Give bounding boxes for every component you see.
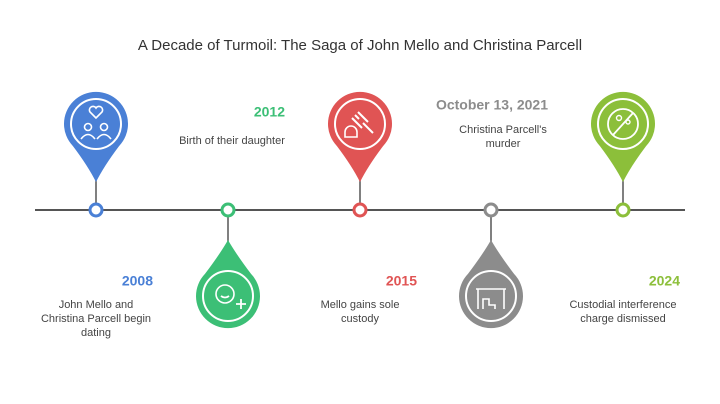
pin [590,91,655,182]
title: A Decade of Turmoil: The Saga of John Me… [138,37,582,54]
pin-inner [334,98,386,150]
timeline-node [88,202,104,218]
event-date: 2012 [254,104,285,120]
event-description: Birth of their daughter [179,135,285,147]
pin [64,91,128,182]
pin-inner [70,98,122,150]
pin-shape [328,91,392,182]
event-description: custody [341,313,379,325]
pin [196,240,260,329]
pin-shape [196,240,260,329]
event-description: Christina Parcell begin [41,313,151,325]
pin [328,91,392,182]
icon [99,122,109,132]
pin-shape [590,91,655,182]
event-description: Mello gains sole [321,299,400,311]
event-description: Custodial interference [569,299,676,311]
icon [615,114,623,122]
icon [88,105,104,120]
icon [476,288,506,309]
icon [607,108,639,140]
timeline-node [615,202,631,218]
icon [612,112,634,136]
timeline-node [352,202,368,218]
event-date: 2015 [386,273,417,289]
timeline-node [220,202,236,218]
icon [83,122,93,132]
event-description: murder [486,138,521,150]
event-description: dating [81,327,111,339]
pin-inner [597,98,649,150]
icon [344,125,358,138]
pin-inner [465,270,517,322]
icon [625,119,631,125]
pin-shape [64,91,128,182]
event-date: 2024 [649,273,680,289]
pin-shape [459,240,523,329]
pin-inner [202,270,254,322]
icon [80,133,112,140]
icon [220,295,246,309]
icon [351,111,374,134]
event-description: charge dismissed [580,313,666,325]
pin [459,240,523,329]
event-date: October 13, 2021 [436,97,548,113]
event-description: Christina Parcell's [459,124,547,136]
event-description: John Mello and [59,299,134,311]
event-date: 2008 [122,273,153,289]
icon [215,284,235,304]
timeline-node [483,202,499,218]
